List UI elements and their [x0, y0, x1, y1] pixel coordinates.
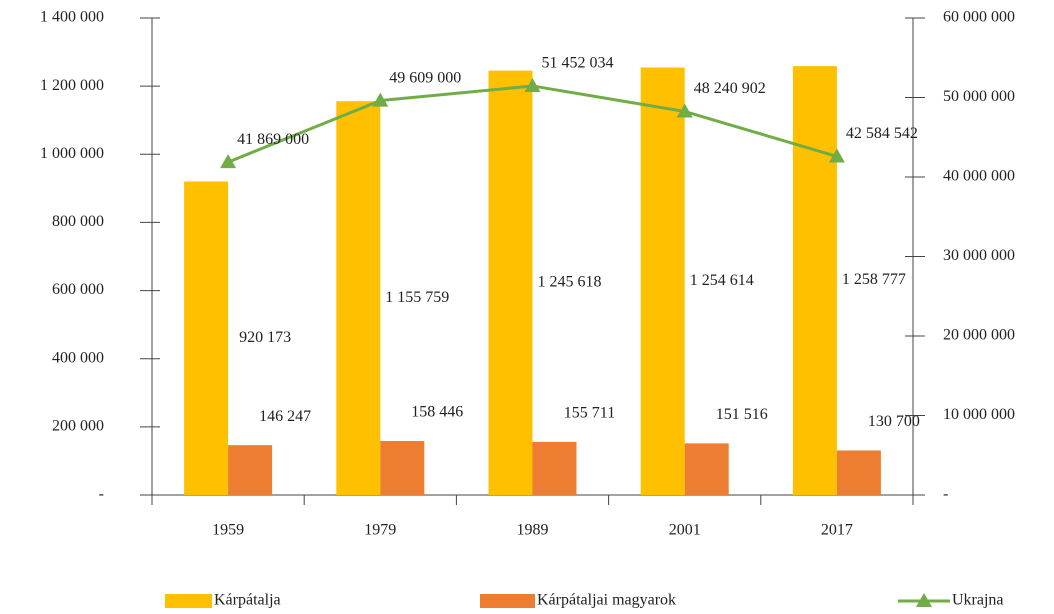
marker [676, 103, 693, 118]
bar [184, 181, 229, 495]
y2-tick-label: 40 000 000 [943, 168, 1015, 185]
data-label: 48 240 902 [694, 80, 766, 97]
y-tick-label: 1 400 000 [40, 9, 104, 26]
y2-tick-label: 30 000 000 [943, 247, 1015, 264]
bar [228, 445, 273, 495]
data-label: 51 452 034 [542, 55, 614, 72]
data-label: 158 446 [411, 404, 463, 421]
marker [524, 77, 541, 92]
bar [488, 70, 533, 495]
data-label: 130 700 [868, 413, 920, 430]
data-label: 1 245 618 [538, 273, 602, 290]
data-label: 1 258 777 [842, 271, 906, 288]
y-tick-label: 200 000 [52, 418, 104, 435]
y2-tick-label: 50 000 000 [943, 88, 1015, 105]
y-tick-label: 1 200 000 [40, 77, 104, 94]
x-tick-label: 1979 [364, 522, 396, 539]
data-label: 920 173 [239, 329, 291, 346]
legend-swatch [480, 594, 535, 608]
bar [836, 450, 881, 495]
y-tick-label: 400 000 [52, 349, 104, 366]
legend-label: Kárpátaljai magyarok [537, 592, 676, 609]
y2-tick-label: - [943, 486, 948, 503]
legend-swatch [165, 594, 212, 608]
x-tick-label: 1989 [517, 522, 549, 539]
data-label: 41 869 000 [237, 131, 309, 148]
bar [684, 443, 729, 495]
data-label: 155 711 [564, 405, 615, 422]
y-tick-label: 600 000 [52, 281, 104, 298]
bar [532, 441, 577, 495]
marker [372, 92, 389, 107]
data-label: 42 584 542 [846, 125, 918, 142]
x-tick-label: 2017 [821, 522, 853, 539]
y-tick-label: 1 000 000 [40, 145, 104, 162]
legend-label: Ukrajna [952, 592, 1004, 609]
bar [380, 441, 425, 495]
legend-label: Kárpátalja [214, 592, 281, 609]
data-label: 151 516 [716, 406, 768, 423]
bar [792, 66, 837, 495]
y2-tick-label: 10 000 000 [943, 406, 1015, 423]
x-tick-label: 1959 [212, 522, 244, 539]
marker [828, 148, 845, 163]
data-label: 146 247 [259, 408, 311, 425]
marker [220, 154, 237, 169]
y2-tick-label: 60 000 000 [943, 9, 1015, 26]
x-tick-label: 2001 [669, 522, 701, 539]
y2-tick-label: 20 000 000 [943, 327, 1015, 344]
data-label: 1 155 759 [385, 289, 449, 306]
bar [640, 67, 685, 495]
data-label: 1 254 614 [690, 272, 754, 289]
legend-swatch [916, 593, 932, 607]
data-label: 49 609 000 [389, 69, 461, 86]
y-tick-label: 800 000 [52, 213, 104, 230]
y-tick-label: - [99, 486, 104, 503]
bar [336, 101, 381, 495]
